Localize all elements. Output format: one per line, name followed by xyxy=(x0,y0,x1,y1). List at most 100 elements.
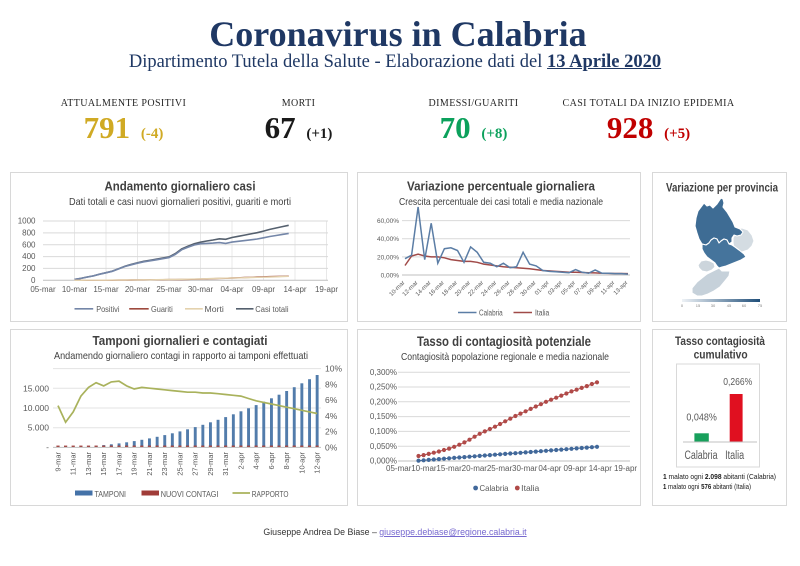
svg-text:Tasso contagiosità: Tasso contagiosità xyxy=(675,336,766,348)
svg-text:Italia: Italia xyxy=(535,309,550,318)
svg-text:10%: 10% xyxy=(325,364,342,374)
svg-text:13-apr: 13-apr xyxy=(613,280,630,297)
svg-text:Andamento giornaliero casi: Andamento giornaliero casi xyxy=(105,179,256,194)
svg-text:13-mar: 13-mar xyxy=(84,452,93,476)
svg-text:Contagiosità popolazione regio: Contagiosità popolazione regionale e med… xyxy=(401,351,609,363)
svg-text:0,266%: 0,266% xyxy=(723,376,752,388)
svg-text:20-mar: 20-mar xyxy=(125,285,151,294)
svg-text:10-apr: 10-apr xyxy=(297,452,306,474)
svg-text:-: - xyxy=(46,442,49,452)
svg-text:Positivi: Positivi xyxy=(96,305,120,314)
svg-text:40,00%: 40,00% xyxy=(377,236,399,243)
svg-text:400: 400 xyxy=(22,252,36,261)
svg-text:25-mar: 25-mar xyxy=(487,464,513,473)
svg-text:200: 200 xyxy=(22,264,36,273)
svg-text:10-mar: 10-mar xyxy=(62,285,88,294)
svg-text:05-mar: 05-mar xyxy=(386,464,412,473)
svg-text:17-mar: 17-mar xyxy=(115,452,124,476)
svg-text:23-mar: 23-mar xyxy=(160,452,169,476)
svg-text:15-mar: 15-mar xyxy=(99,452,108,476)
svg-text:29-mar: 29-mar xyxy=(206,452,215,476)
svg-text:0,200%: 0,200% xyxy=(370,397,397,406)
svg-text:14-apr: 14-apr xyxy=(589,464,612,473)
svg-text:Guariti: Guariti xyxy=(151,305,173,314)
svg-text:8-apr: 8-apr xyxy=(282,452,291,470)
svg-text:45: 45 xyxy=(727,303,732,308)
svg-text:Calabria: Calabria xyxy=(480,483,509,493)
svg-text:31-mar: 31-mar xyxy=(221,452,230,476)
svg-text:6-apr: 6-apr xyxy=(267,452,276,470)
svg-text:Tamponi giornalieri e contagia: Tamponi giornalieri e contagiati xyxy=(93,333,268,348)
svg-text:60: 60 xyxy=(742,303,747,308)
svg-text:1 malato ogni 576 abitanti (It: 1 malato ogni 576 abitanti (Italia) xyxy=(663,482,751,491)
svg-text:Dati totali e casi nuovi giorn: Dati totali e casi nuovi giornalieri pos… xyxy=(69,196,291,208)
svg-text:11-mar: 11-mar xyxy=(69,452,78,476)
svg-text:0,250%: 0,250% xyxy=(370,383,397,392)
svg-text:2%: 2% xyxy=(325,427,338,437)
svg-text:cumulativo: cumulativo xyxy=(694,350,748,362)
svg-text:0,000%: 0,000% xyxy=(370,457,397,466)
svg-text:30-mar: 30-mar xyxy=(512,464,538,473)
svg-text:20,00%: 20,00% xyxy=(377,254,399,261)
svg-text:12-apr: 12-apr xyxy=(313,452,322,474)
svg-text:1 malato ogni 2.098 abitanti (: 1 malato ogni 2.098 abitanti (Calabria) xyxy=(663,472,776,481)
svg-text:Calabria: Calabria xyxy=(685,450,718,462)
svg-text:21-mar: 21-mar xyxy=(145,452,154,476)
svg-text:Crescita percentuale dei casi: Crescita percentuale dei casi totali e m… xyxy=(399,196,603,208)
svg-text:0,150%: 0,150% xyxy=(370,412,397,421)
svg-text:9-mar: 9-mar xyxy=(54,452,63,472)
svg-text:Italia: Italia xyxy=(725,450,744,462)
svg-text:Tasso di contagiosità potenzia: Tasso di contagiosità potenziale xyxy=(417,334,591,349)
svg-text:0: 0 xyxy=(31,276,36,285)
svg-text:04-apr: 04-apr xyxy=(538,464,561,473)
svg-text:75: 75 xyxy=(758,303,763,308)
svg-text:0,050%: 0,050% xyxy=(370,442,397,451)
svg-text:09-apr: 09-apr xyxy=(587,280,604,297)
svg-text:5.000: 5.000 xyxy=(28,423,50,433)
svg-text:15: 15 xyxy=(696,303,701,308)
svg-text:30: 30 xyxy=(711,303,716,308)
svg-text:NUOVI CONTAGI: NUOVI CONTAGI xyxy=(161,489,219,499)
svg-text:0,00%: 0,00% xyxy=(381,272,400,279)
svg-text:25-mar: 25-mar xyxy=(175,452,184,476)
svg-text:14-apr: 14-apr xyxy=(283,285,306,294)
svg-text:TAMPONI: TAMPONI xyxy=(95,489,127,499)
svg-text:09-apr: 09-apr xyxy=(564,464,587,473)
svg-text:Variazione percentuale giornal: Variazione percentuale giornaliera xyxy=(407,179,596,194)
svg-text:10-mar: 10-mar xyxy=(411,464,437,473)
svg-text:15-mar: 15-mar xyxy=(436,464,462,473)
svg-text:0,100%: 0,100% xyxy=(370,427,397,436)
svg-text:09-apr: 09-apr xyxy=(252,285,275,294)
svg-text:27-mar: 27-mar xyxy=(191,452,200,476)
svg-text:15.000: 15.000 xyxy=(23,383,49,393)
svg-text:1000: 1000 xyxy=(18,217,36,226)
svg-text:8%: 8% xyxy=(325,379,338,389)
svg-text:25-mar: 25-mar xyxy=(156,285,182,294)
svg-text:04-apr: 04-apr xyxy=(220,285,243,294)
svg-text:0%: 0% xyxy=(325,442,338,452)
svg-text:05-mar: 05-mar xyxy=(30,285,56,294)
svg-text:0: 0 xyxy=(681,303,684,308)
svg-text:2-apr: 2-apr xyxy=(236,452,245,470)
svg-text:4-apr: 4-apr xyxy=(252,452,261,470)
svg-text:19-apr: 19-apr xyxy=(614,464,637,473)
svg-text:Calabria: Calabria xyxy=(479,309,503,318)
svg-text:19-apr: 19-apr xyxy=(315,285,338,294)
svg-text:Morti: Morti xyxy=(205,305,225,314)
svg-text:800: 800 xyxy=(22,229,36,238)
svg-text:15-mar: 15-mar xyxy=(93,285,119,294)
svg-text:30-mar: 30-mar xyxy=(188,285,214,294)
svg-text:Variazione per provincia: Variazione per provincia xyxy=(666,183,779,195)
svg-text:60,00%: 60,00% xyxy=(377,218,399,225)
svg-text:600: 600 xyxy=(22,240,36,249)
svg-text:0,048%: 0,048% xyxy=(686,412,717,424)
svg-text:Andamendo giornaliero contagi: Andamendo giornaliero contagi in rapport… xyxy=(54,350,308,362)
svg-text:6%: 6% xyxy=(325,395,338,405)
svg-text:RAPPORTO: RAPPORTO xyxy=(252,489,289,499)
svg-text:19-mar: 19-mar xyxy=(130,452,139,476)
svg-text:20-mar: 20-mar xyxy=(462,464,488,473)
svg-text:0,300%: 0,300% xyxy=(370,368,397,377)
svg-text:Casi totali: Casi totali xyxy=(255,305,288,314)
svg-text:Italia: Italia xyxy=(521,483,539,493)
svg-text:4%: 4% xyxy=(325,411,338,421)
